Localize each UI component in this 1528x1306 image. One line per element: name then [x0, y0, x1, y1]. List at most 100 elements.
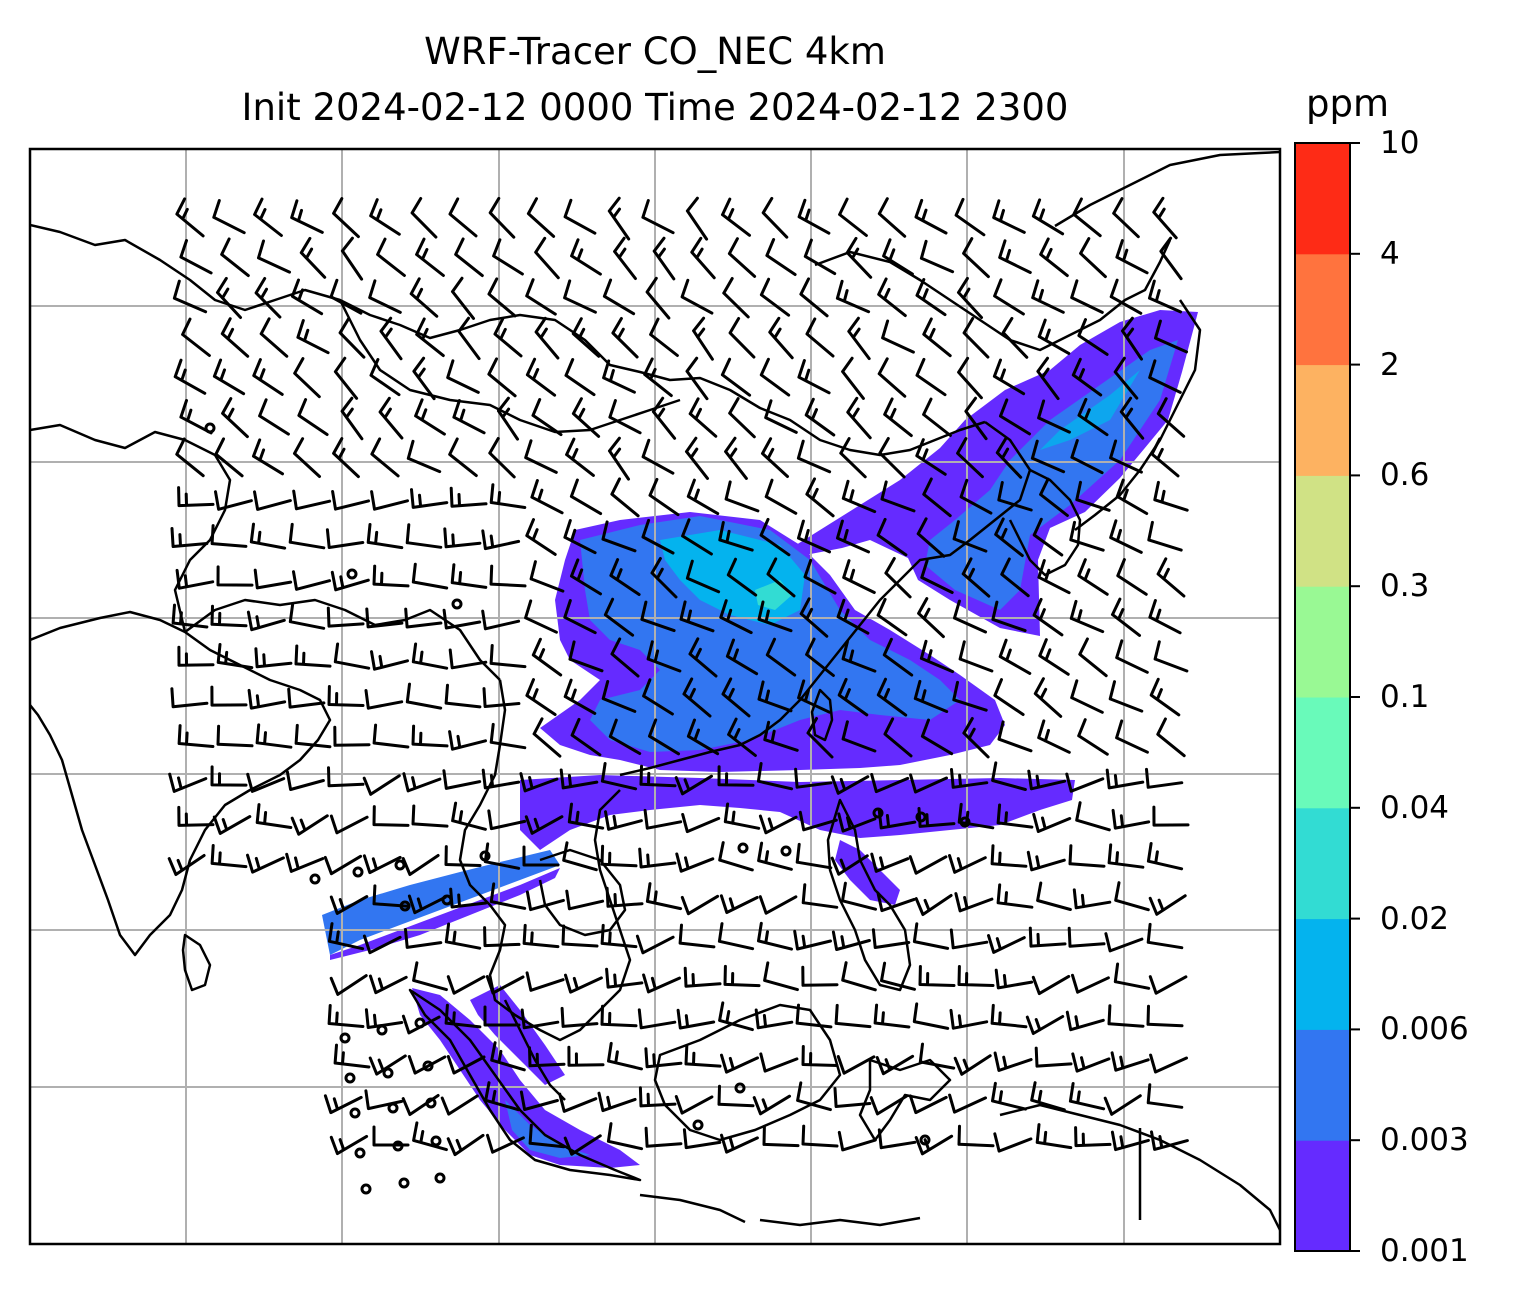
wind-barb [520, 1008, 560, 1030]
wind-barb [1153, 480, 1189, 512]
wind-barb [605, 886, 644, 908]
wind-barb [648, 718, 680, 756]
wind-barb [497, 396, 519, 441]
tracer-plume-central-core [580, 516, 960, 752]
wind-barb [444, 1003, 482, 1029]
wind-barb [525, 518, 557, 556]
wind-barb [1031, 198, 1065, 236]
calm-wind-circle [360, 1183, 372, 1195]
wind-barb [1114, 881, 1150, 912]
wind-barb [1148, 975, 1188, 995]
wind-barb [177, 805, 215, 827]
wind-barb [370, 650, 409, 671]
wind-barb [531, 398, 563, 437]
wind-barb [173, 358, 207, 395]
wind-barb [797, 198, 831, 235]
wind-barb [794, 767, 833, 789]
colorbar-segment [1295, 253, 1350, 366]
wind-barb [917, 597, 945, 639]
coastline-borneo [653, 1003, 842, 1142]
wind-barb [1072, 197, 1102, 238]
wind-barb [801, 1045, 839, 1067]
wind-barb [405, 682, 443, 710]
wind-barb [758, 814, 798, 835]
wind-barb [768, 316, 794, 360]
colorbar-tick-label: 0.001 [1380, 1233, 1469, 1269]
wind-barb [329, 974, 368, 996]
wind-barb [485, 975, 525, 995]
wind-barb [720, 357, 752, 397]
wind-barb [490, 1041, 526, 1072]
wind-barb [529, 560, 565, 593]
wind-barb [487, 809, 527, 831]
wind-barb [997, 481, 1033, 512]
wind-barb [759, 1052, 799, 1073]
wind-barb [1038, 638, 1070, 676]
map-title-line2: Init 2024-02-12 0000 Time 2024-02-12 230… [241, 86, 1069, 129]
wind-barb [692, 316, 714, 361]
coastline-sri-lanka [181, 933, 212, 992]
wind-barb [681, 518, 713, 556]
wind-barb [181, 317, 211, 357]
border-himalaya [184, 598, 501, 681]
calm-wind-circle [399, 900, 411, 912]
wind-barb [565, 889, 605, 911]
colorbar-ticks [1350, 142, 1360, 1252]
wind-barb [952, 680, 988, 712]
wind-barb [372, 1125, 410, 1147]
wind-barb [1156, 717, 1186, 758]
coastline-malay-peninsula [503, 999, 566, 1101]
wind-barb [674, 1095, 714, 1115]
wind-barb [1154, 319, 1188, 354]
calm-wind-circle [451, 598, 463, 610]
wind-barb [249, 522, 287, 550]
wind-barb [1109, 519, 1143, 554]
coastline-russia-far-east [1054, 150, 1280, 228]
calm-wind-circle [376, 1024, 388, 1036]
wind-barb [987, 934, 1026, 954]
wind-barb [444, 922, 482, 950]
wind-barb [754, 1008, 794, 1030]
wind-barb [956, 437, 984, 479]
wind-barb [679, 600, 715, 633]
wind-barb [571, 317, 601, 358]
wind-barb [847, 316, 871, 361]
wind-barb [685, 559, 721, 594]
wind-barb [837, 677, 869, 717]
wind-barb [486, 1133, 525, 1154]
wind-barb [567, 802, 605, 830]
wind-barb [323, 1094, 363, 1115]
wind-barb [1121, 316, 1143, 361]
calm-wind-circle [354, 1147, 366, 1159]
wind-barb [411, 642, 449, 670]
wind-barb [481, 768, 521, 790]
wind-barb [175, 568, 215, 590]
wind-barb [170, 687, 209, 709]
wind-barb [718, 1001, 754, 1032]
wind-barb [454, 237, 484, 278]
wind-barb [562, 841, 598, 872]
calm-wind-circle [479, 850, 491, 862]
wind-barb [762, 1124, 800, 1148]
wind-barb [797, 519, 831, 554]
wind-barb [530, 479, 564, 515]
wind-barb [604, 810, 643, 831]
wind-barb [1037, 399, 1071, 434]
wind-barb [1039, 477, 1069, 517]
calm-wind-circle [382, 1067, 394, 1079]
calm-wind-circle [414, 1017, 426, 1029]
wind-barb [210, 844, 248, 869]
wind-barb [171, 603, 209, 629]
wind-barb [841, 479, 877, 514]
wind-barb [220, 237, 250, 278]
wind-barb [915, 438, 947, 476]
wind-barb [1148, 599, 1182, 635]
wind-barb [1108, 680, 1144, 713]
wind-barb [1103, 1094, 1142, 1116]
wind-barb [329, 278, 363, 315]
wind-barb [368, 1054, 407, 1076]
wind-barb [325, 528, 365, 549]
wind-barb [871, 928, 911, 949]
wind-barb [686, 718, 720, 756]
wind-barb [950, 768, 989, 789]
